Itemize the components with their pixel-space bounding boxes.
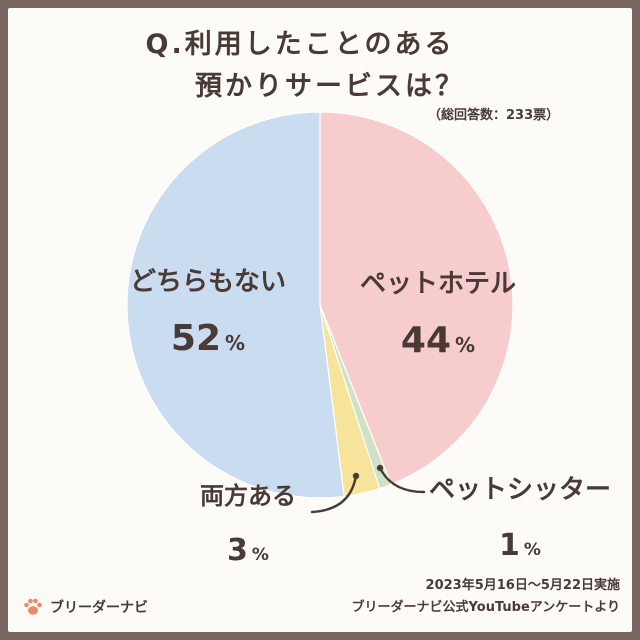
chart-title-line-2: 預かりサービスは？ <box>195 71 465 102</box>
brand-logo: ブリーダーナビ <box>22 596 148 618</box>
leader-dot-both <box>352 472 360 480</box>
survey-period: 2023年5月16日〜5月22日実施 <box>425 578 620 593</box>
brand-name: ブリーダーナビ <box>50 600 148 616</box>
leader-line-both <box>310 474 358 514</box>
slice-value-sitter: 1% <box>499 528 541 563</box>
leader-line-sitter <box>378 466 426 494</box>
slice-value-both: 3% <box>227 533 269 568</box>
survey-source: ブリーダーナビ公式YouTubeアンケートより <box>351 600 620 615</box>
pie-slice-hotel <box>319 111 514 486</box>
slice-label-sitter: ペットシッター <box>429 475 611 505</box>
slice-label-hotel: ペットホテル <box>360 269 516 299</box>
pie-slice-none <box>126 111 345 499</box>
paw-icon <box>24 598 42 615</box>
slice-label-both: 両方ある <box>200 482 296 510</box>
leader-dot-sitter <box>376 464 384 472</box>
slice-value-none: 52% <box>171 318 245 359</box>
chart-title-line-1: Q.利用したことのある <box>145 29 455 60</box>
slice-value-hotel: 44% <box>401 320 475 361</box>
response-count-note: （総回答数：233票） <box>428 108 560 123</box>
slice-label-none: どちらもない <box>130 267 286 297</box>
